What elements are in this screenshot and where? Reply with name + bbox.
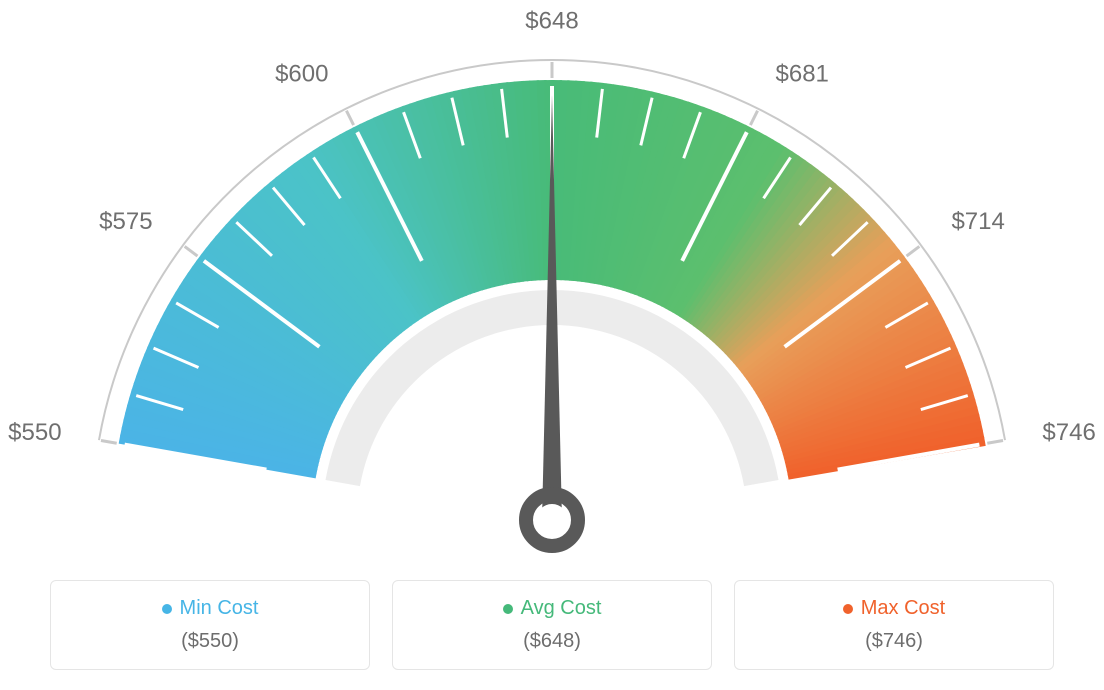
tick-label: $746 — [1042, 419, 1095, 446]
legend-title-min: Min Cost — [162, 597, 259, 620]
legend-label-avg: Avg Cost — [521, 597, 602, 620]
legend-card-max: Max Cost ($746) — [734, 580, 1054, 670]
legend-card-min: Min Cost ($550) — [50, 580, 370, 670]
tick-label: $575 — [99, 208, 152, 235]
gauge-svg: $550 $575 $600 $648 $681 $714 $746 — [0, 0, 1104, 580]
tick-label: $681 — [776, 60, 829, 87]
legend-label-min: Min Cost — [180, 597, 259, 620]
tick-label: $600 — [275, 60, 328, 87]
legend-bullet-min — [162, 604, 172, 614]
legend-bullet-avg — [503, 604, 513, 614]
legend-value-max: ($746) — [747, 630, 1041, 653]
legend-title-avg: Avg Cost — [503, 597, 602, 620]
legend-value-min: ($550) — [63, 630, 357, 653]
legend-title-max: Max Cost — [843, 597, 945, 620]
legend-bullet-max — [843, 604, 853, 614]
tick-label: $550 — [8, 419, 61, 446]
legend-label-max: Max Cost — [861, 597, 945, 620]
legend-value-avg: ($648) — [405, 630, 699, 653]
tick-label: $714 — [951, 208, 1004, 235]
legend-row: Min Cost ($550) Avg Cost ($648) Max Cost… — [0, 580, 1104, 670]
tick-label: $648 — [525, 7, 578, 34]
cost-gauge: $550 $575 $600 $648 $681 $714 $746 — [0, 0, 1104, 580]
legend-card-avg: Avg Cost ($648) — [392, 580, 712, 670]
